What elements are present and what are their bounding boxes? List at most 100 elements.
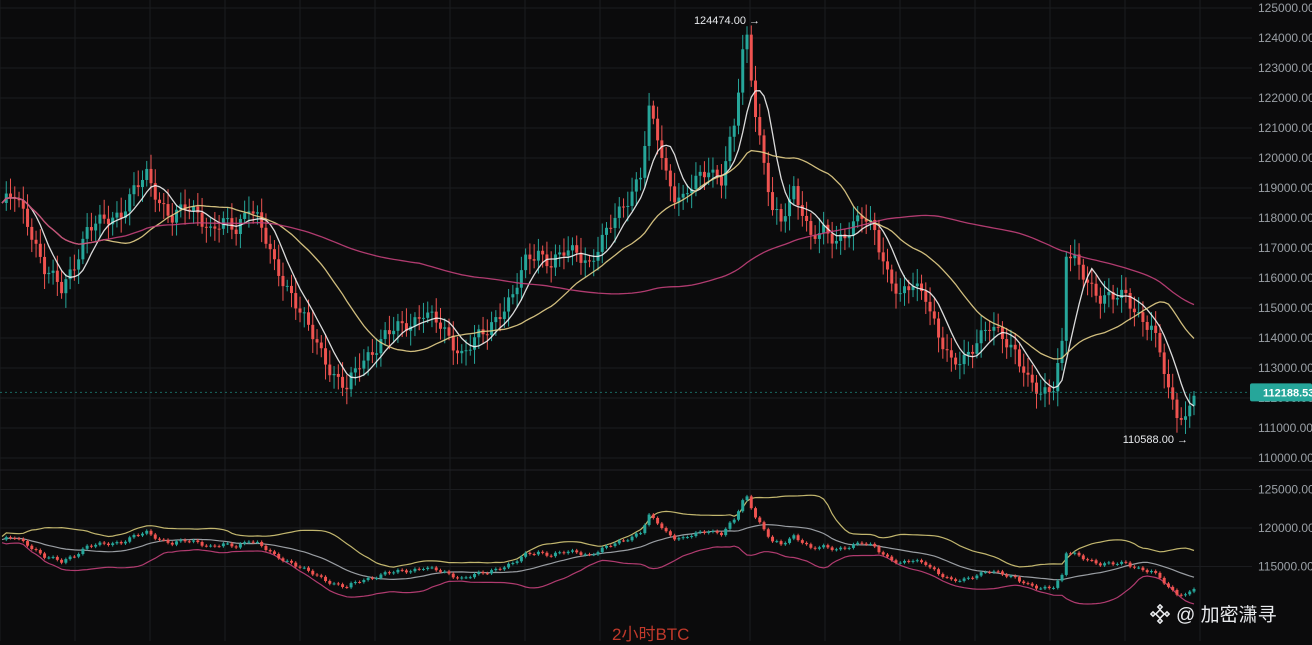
mini-candle-body bbox=[1022, 581, 1026, 584]
candle-body bbox=[230, 218, 234, 230]
mini-candle-body bbox=[592, 554, 596, 556]
candle-body bbox=[30, 226, 34, 240]
mini-candle-body bbox=[1149, 571, 1153, 573]
candle-body bbox=[1077, 254, 1081, 265]
mini-candle-body bbox=[643, 524, 647, 534]
candle-body bbox=[707, 172, 711, 178]
candle-body bbox=[498, 317, 502, 320]
candle-body bbox=[988, 329, 992, 331]
candle-body bbox=[1124, 289, 1128, 294]
mini-candle-body bbox=[272, 551, 276, 555]
mini-candle-body bbox=[847, 547, 851, 549]
candle-body bbox=[749, 34, 753, 81]
candle-body bbox=[464, 350, 468, 352]
mini-candle-body bbox=[1120, 561, 1124, 564]
candle-body bbox=[434, 311, 438, 323]
indicator-panel bbox=[1, 494, 1196, 605]
mini-candle-body bbox=[396, 569, 400, 573]
candle-body bbox=[941, 337, 945, 350]
candle-body bbox=[115, 212, 119, 218]
mini-candle-body bbox=[937, 569, 941, 575]
mini-candle-body bbox=[106, 543, 110, 546]
mini-candle-body bbox=[221, 543, 225, 547]
mini-candle-body bbox=[260, 541, 264, 546]
mini-candle-body bbox=[673, 535, 677, 540]
candle-body bbox=[949, 350, 953, 358]
mini-candle-body bbox=[966, 577, 970, 579]
candle-body bbox=[719, 176, 723, 186]
mini-candle-body bbox=[268, 550, 272, 552]
y-tick-label: 120000.00 bbox=[1258, 151, 1312, 165]
y-axis-labels: 125000.00 124000.00 123000.00 122000.00 1210… bbox=[1258, 1, 1312, 574]
mini-candle-body bbox=[251, 541, 255, 543]
mini-candle-body bbox=[443, 571, 447, 573]
mini-candle-body bbox=[362, 580, 366, 583]
mini-candle-body bbox=[217, 546, 221, 548]
mini-candle-body bbox=[545, 552, 549, 556]
mini-candle-body bbox=[409, 571, 413, 573]
mini-candle-body bbox=[945, 577, 949, 579]
mini-candle-body bbox=[68, 556, 72, 560]
mini-candle-body bbox=[311, 570, 315, 575]
mini-candle-body bbox=[928, 564, 932, 568]
mini-candle-body bbox=[992, 571, 996, 573]
mini-candle-body bbox=[213, 545, 217, 547]
timeframe-caption: 2小时BTC bbox=[612, 625, 690, 644]
mini-candle-body bbox=[609, 545, 613, 547]
candle-body bbox=[754, 80, 758, 118]
mini-candle-body bbox=[102, 542, 106, 544]
mini-candle-body bbox=[464, 577, 468, 579]
candle-body bbox=[68, 269, 72, 280]
mini-candle-body bbox=[264, 545, 268, 551]
candle-body bbox=[677, 197, 681, 203]
candle-body bbox=[502, 311, 506, 320]
mini-candle-body bbox=[153, 534, 157, 539]
candle-body bbox=[51, 270, 55, 273]
mini-candle-body bbox=[1115, 563, 1119, 565]
candle-body bbox=[524, 254, 528, 271]
candle-body bbox=[477, 329, 481, 338]
mini-candle-body bbox=[179, 539, 183, 542]
mini-candle-body bbox=[1000, 571, 1004, 575]
candle-body bbox=[651, 105, 655, 119]
moving-average-line bbox=[1, 90, 1195, 407]
mini-candle-body bbox=[979, 572, 983, 576]
mini-candle-body bbox=[975, 575, 979, 579]
candle-body bbox=[1145, 321, 1149, 330]
candle-body bbox=[920, 283, 924, 292]
candle-body bbox=[975, 343, 979, 354]
candle-body bbox=[392, 330, 396, 335]
candle-body bbox=[1022, 366, 1026, 373]
candle-body bbox=[643, 145, 647, 178]
candle-body bbox=[1137, 312, 1141, 314]
candle-body bbox=[702, 171, 706, 178]
y-tick-label: 114000.00 bbox=[1258, 331, 1312, 345]
mini-candle-body bbox=[158, 538, 162, 540]
mini-candle-body bbox=[805, 542, 809, 545]
mini-candle-body bbox=[647, 514, 651, 525]
mini-candle-body bbox=[196, 540, 200, 543]
mini-candle-body bbox=[307, 567, 311, 571]
candle-body bbox=[370, 352, 374, 355]
candle-body bbox=[426, 312, 430, 318]
mini-candle-body bbox=[558, 552, 562, 554]
candle-body bbox=[673, 186, 677, 203]
mini-candle-body bbox=[490, 570, 494, 574]
mini-candle-body bbox=[426, 567, 430, 570]
candle-body bbox=[400, 321, 404, 324]
candle-body bbox=[277, 259, 281, 276]
mini-candle-body bbox=[617, 540, 621, 544]
y-tick-label: 122000.00 bbox=[1258, 91, 1312, 105]
mini-candle-body bbox=[894, 560, 898, 563]
candle-body bbox=[413, 317, 417, 327]
mini-candle-body bbox=[1060, 574, 1064, 581]
mini-candle-body bbox=[438, 570, 442, 572]
mini-candle-body bbox=[226, 543, 230, 545]
candle-body bbox=[766, 162, 770, 193]
mini-candle-body bbox=[1013, 575, 1017, 578]
candle-body bbox=[864, 218, 868, 222]
candle-body bbox=[353, 368, 357, 373]
mini-candle-body bbox=[681, 537, 685, 539]
mini-candle-body bbox=[724, 528, 728, 536]
